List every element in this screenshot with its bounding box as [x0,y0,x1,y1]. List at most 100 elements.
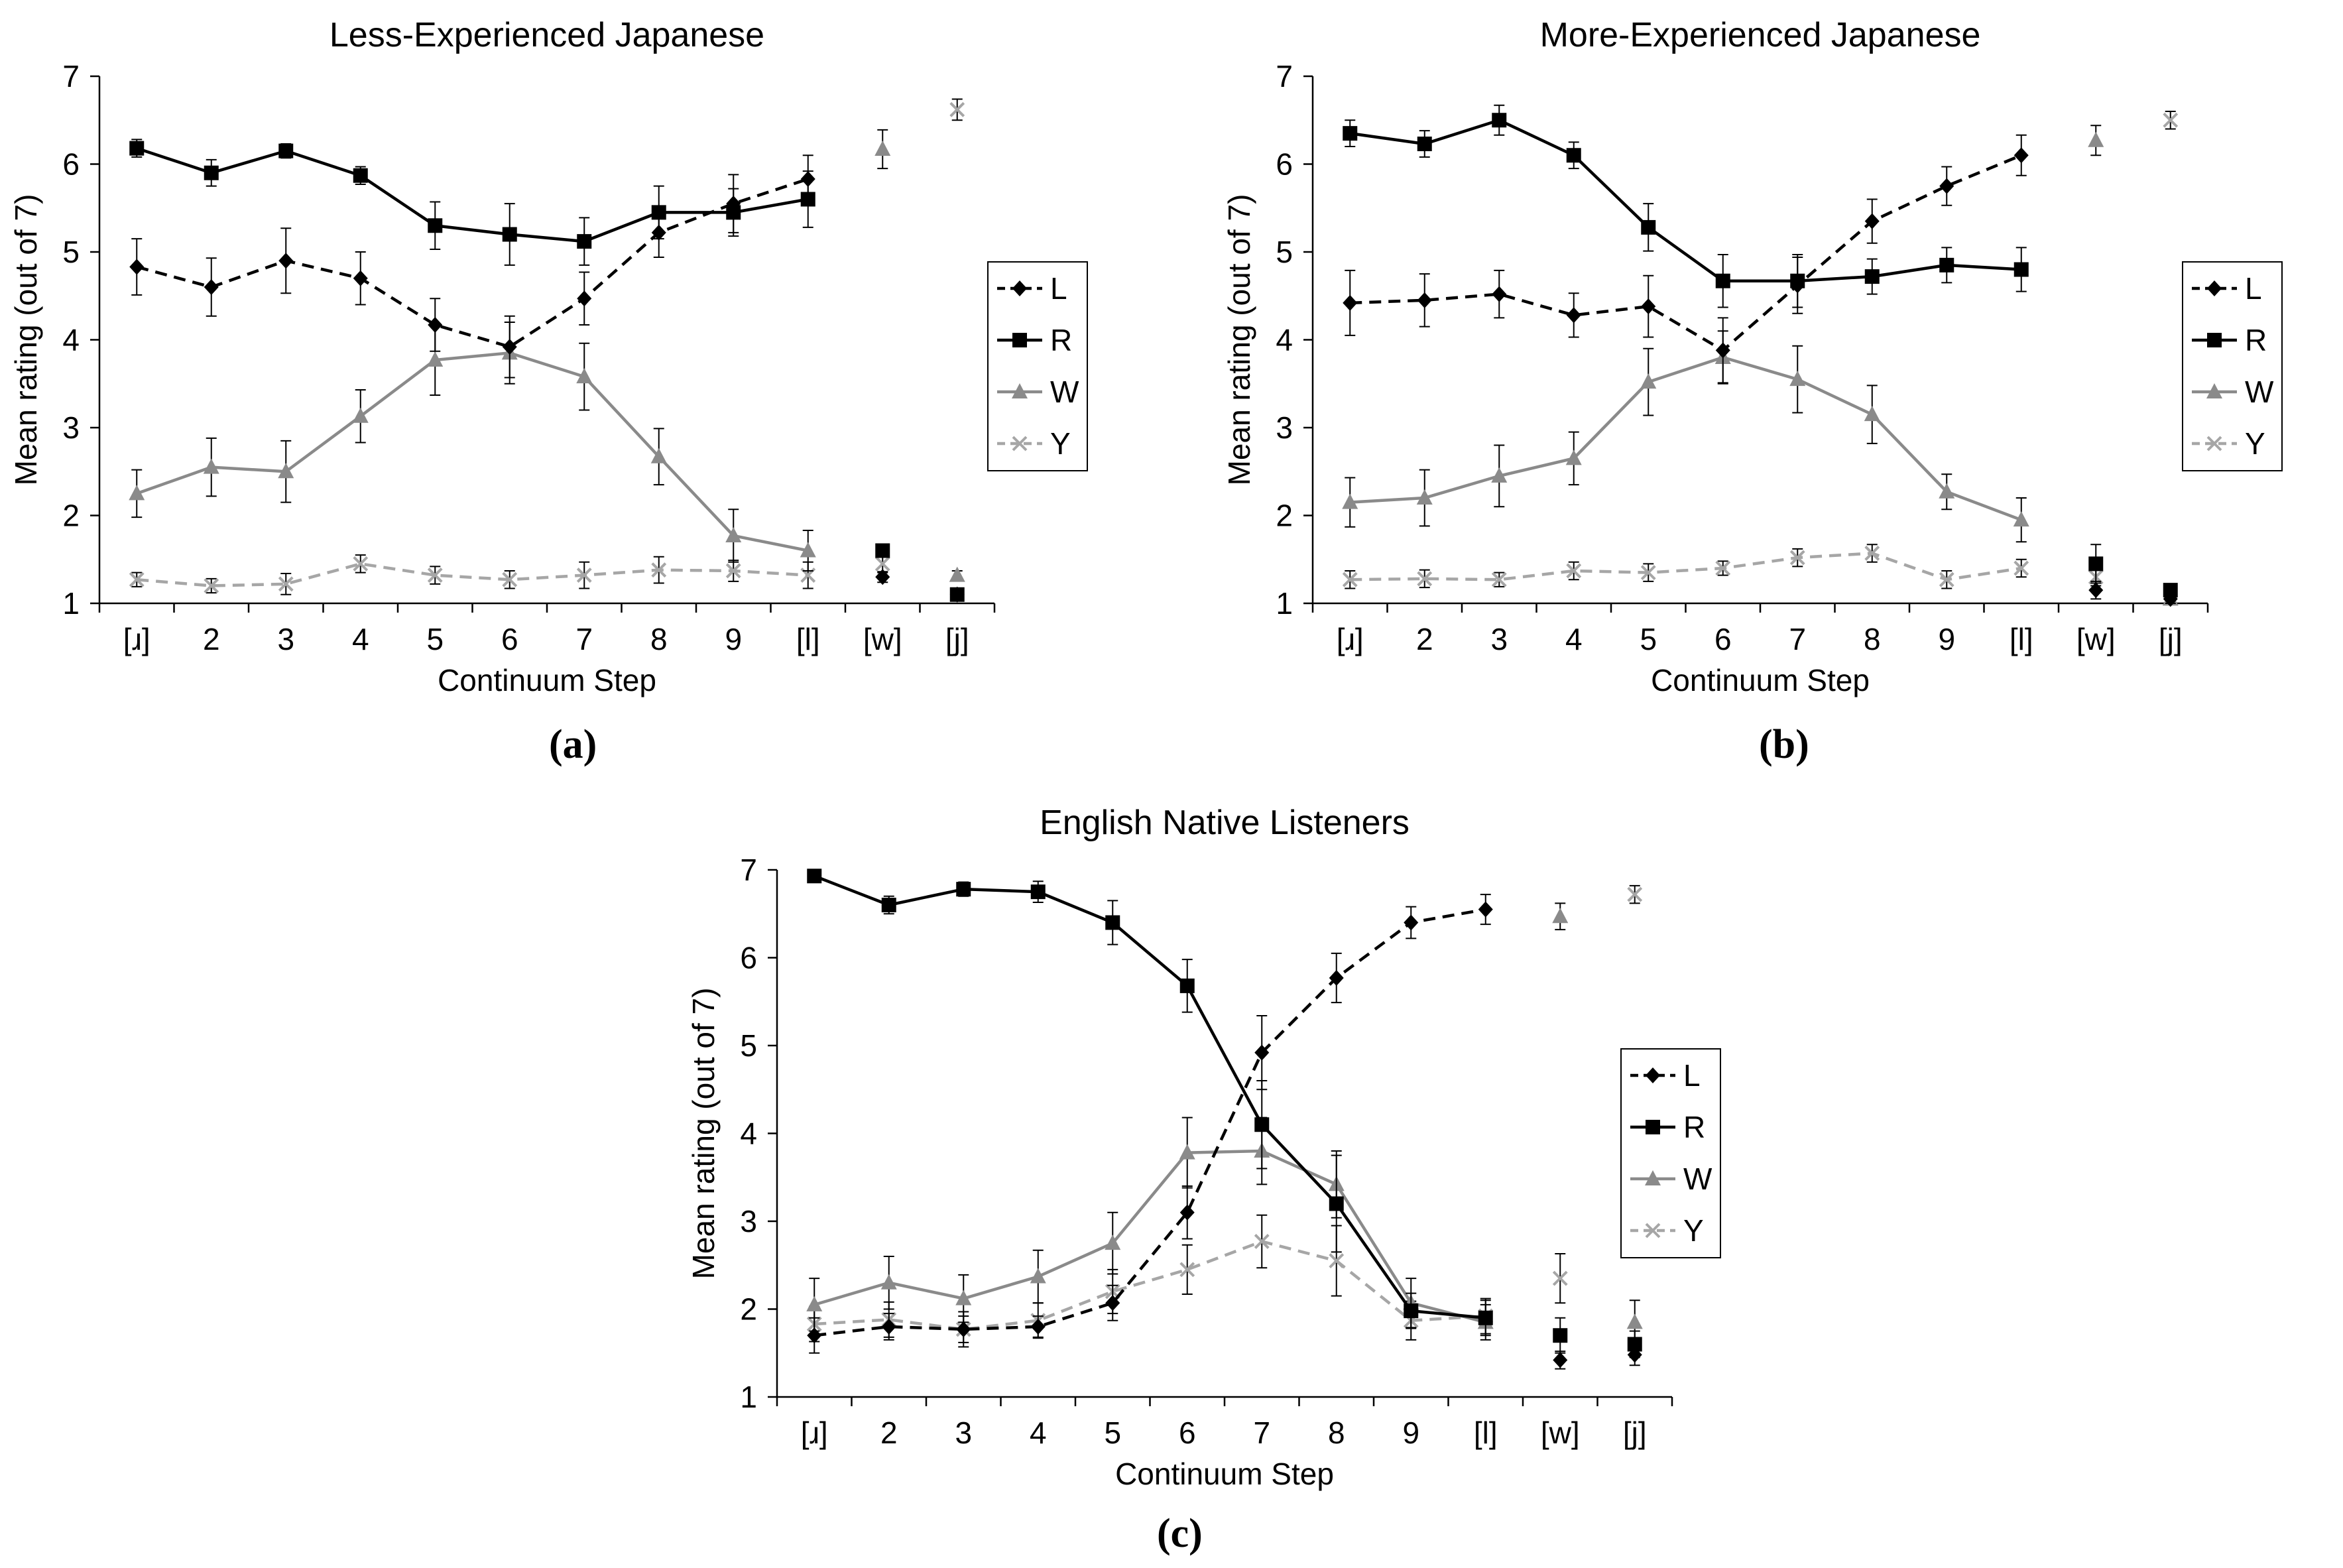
chart-a-point-W [352,407,369,423]
chart-a-legend-marker-L [1012,280,1027,296]
chart-b-point-W [1416,489,1433,505]
chart-b-point-W [1565,450,1582,465]
chart-a-point-W [949,566,965,582]
chart-b-series-R [1343,104,2178,598]
chart-c-point-W [955,1290,972,1305]
chart-a-point-R [428,218,443,233]
chart-c-sublabel: (c) [1157,1511,1203,1556]
chart-c-y-tick-label: 4 [740,1116,757,1151]
chart-a-svg: Less-Experienced Japanese 1 2 3 4 5 6 7 [ɹ] 2 3 4 5 6… [9,16,1088,697]
chart-b-point-Y [1715,560,1731,576]
chart-a-y-tick-label: 3 [62,410,80,445]
chart-c-y-tick-label: 3 [740,1204,757,1238]
chart-c-point-Y [1329,1253,1345,1269]
chart-a-y-tick-label: 2 [62,499,80,533]
chart-b-point-L [1939,178,1954,194]
chart-a-point-Y [725,563,741,579]
chart-b-x-tick-label: 9 [1938,622,1955,656]
chart-c-point-W [1105,1235,1121,1250]
chart-a-point-R [577,234,592,249]
chart-c-point-W [1626,1313,1643,1329]
chart-c-y-axis-label: Mean rating (out of 7) [686,988,721,1280]
chart-b-legend-marker-Y [2206,436,2222,452]
chart-b-point-L [1417,292,1432,308]
chart-b-line-R [1349,119,2021,282]
chart-b-legend-marker-R [2207,333,2222,347]
chart-c-legend-label-R: R [1683,1110,1705,1144]
chart-a-x-tick-label: 3 [277,622,294,656]
chart-a-point-W [576,368,593,384]
chart-c-point-L [1553,1352,1568,1368]
chart-b-x-tick-label: [ɹ] [1337,622,1364,656]
chart-a-x-tick-label: [j] [945,622,969,656]
chart-b-point-L [2088,582,2104,599]
chart-b-point-R [1939,257,1954,272]
chart-b-y-tick-label: 2 [1276,499,1293,533]
chart-a-point-R [129,141,145,156]
chart-b-svg: More-Experienced Japanese 1 2 3 4 5 6 7 [ɹ] 2 3 4 5 6… [1222,16,2283,697]
chart-a-point-Y [353,556,369,572]
chart-a-line-W [136,351,809,552]
chart-b-y-tick-label: 6 [1276,147,1293,182]
chart-a-x-tick-label: [l] [796,622,820,656]
chart-c-x-tick-label: 3 [955,1416,972,1450]
chart-c-y-tick-label: 1 [740,1380,757,1414]
chart-c-legend-box [1620,1048,1721,1258]
chart-c-point-R [1105,915,1120,930]
chart-a-point-R [726,205,741,220]
chart-a-legend-item-Y: Y [997,426,1071,461]
chart-b-point-W [1342,493,1358,509]
chart-a-x-tick-label: 8 [650,622,668,656]
chart-a-title: Less-Experienced Japanese [330,16,764,54]
chart-c-point-W [1179,1144,1195,1160]
chart-b-x-tick-label: 5 [1640,622,1657,656]
chart-c-line-W [813,1149,1486,1324]
chart-a-x-tick-label: 4 [352,622,369,656]
chart-c-point-Y [1179,1262,1195,1278]
chart-b-point-Y [1417,571,1433,587]
chart-c-legend-marker-W [1645,1170,1661,1185]
chart-c-point-L [1254,1044,1270,1061]
chart-c-x-tick-label: 8 [1328,1416,1345,1450]
chart-a-y-tick-label: 5 [62,235,80,269]
chart-a-legend-label-Y: Y [1050,426,1071,461]
chart-b-x-tick-label: 8 [1864,622,1881,656]
chart-a-point-Y [651,562,667,578]
chart-c-point-R [807,869,822,884]
chart-a-point-W [129,485,145,501]
chart-b-x-tick-label: 7 [1789,622,1806,656]
chart-b-y-axis-label: Mean rating (out of 7) [1222,194,1256,486]
chart-b-legend-item-R: R [2192,323,2267,357]
chart-c-x-axis-label: Continuum Step [1115,1457,1334,1491]
chart-a-legend-item-L: L [997,271,1067,306]
chart-a-point-R [875,543,890,558]
chart-b-series-L [1343,134,2178,607]
chart-a-y-axis-label: Mean rating (out of 7) [9,194,43,486]
chart-c-legend-item-R: R [1630,1110,1705,1144]
chart-b-y-tick-label: 4 [1276,323,1293,357]
chart-c-point-W [1030,1268,1046,1284]
chart-c-series-R [807,869,1642,1358]
chart-b-point-Y [1491,572,1507,587]
chart-b-x-tick-label: 2 [1416,622,1433,656]
chart-a-legend-marker-R [1012,333,1027,347]
chart-a-point-W [725,526,742,542]
chart-b-point-W [1864,406,1880,422]
chart-c-y-tick-label: 7 [740,853,757,887]
chart-c-point-W [880,1274,897,1290]
chart-b-point-Y [1864,546,1880,561]
chart-c-title: English Native Listeners [1040,804,1410,842]
chart-b-point-W [1939,483,1955,499]
chart-c-point-L [1030,1319,1046,1335]
chart-c-point-L [1179,1204,1195,1221]
chart-b-sublabel: (b) [1759,722,1809,767]
chart-c-legend-label-Y: Y [1683,1213,1704,1248]
chart-b-point-L [1343,294,1358,311]
chart-a-legend-label-R: R [1050,323,1072,357]
chart-b-point-R [1492,113,1507,128]
chart-a-legend-item-R: R [997,323,1072,357]
chart-a-point-R [204,165,219,180]
